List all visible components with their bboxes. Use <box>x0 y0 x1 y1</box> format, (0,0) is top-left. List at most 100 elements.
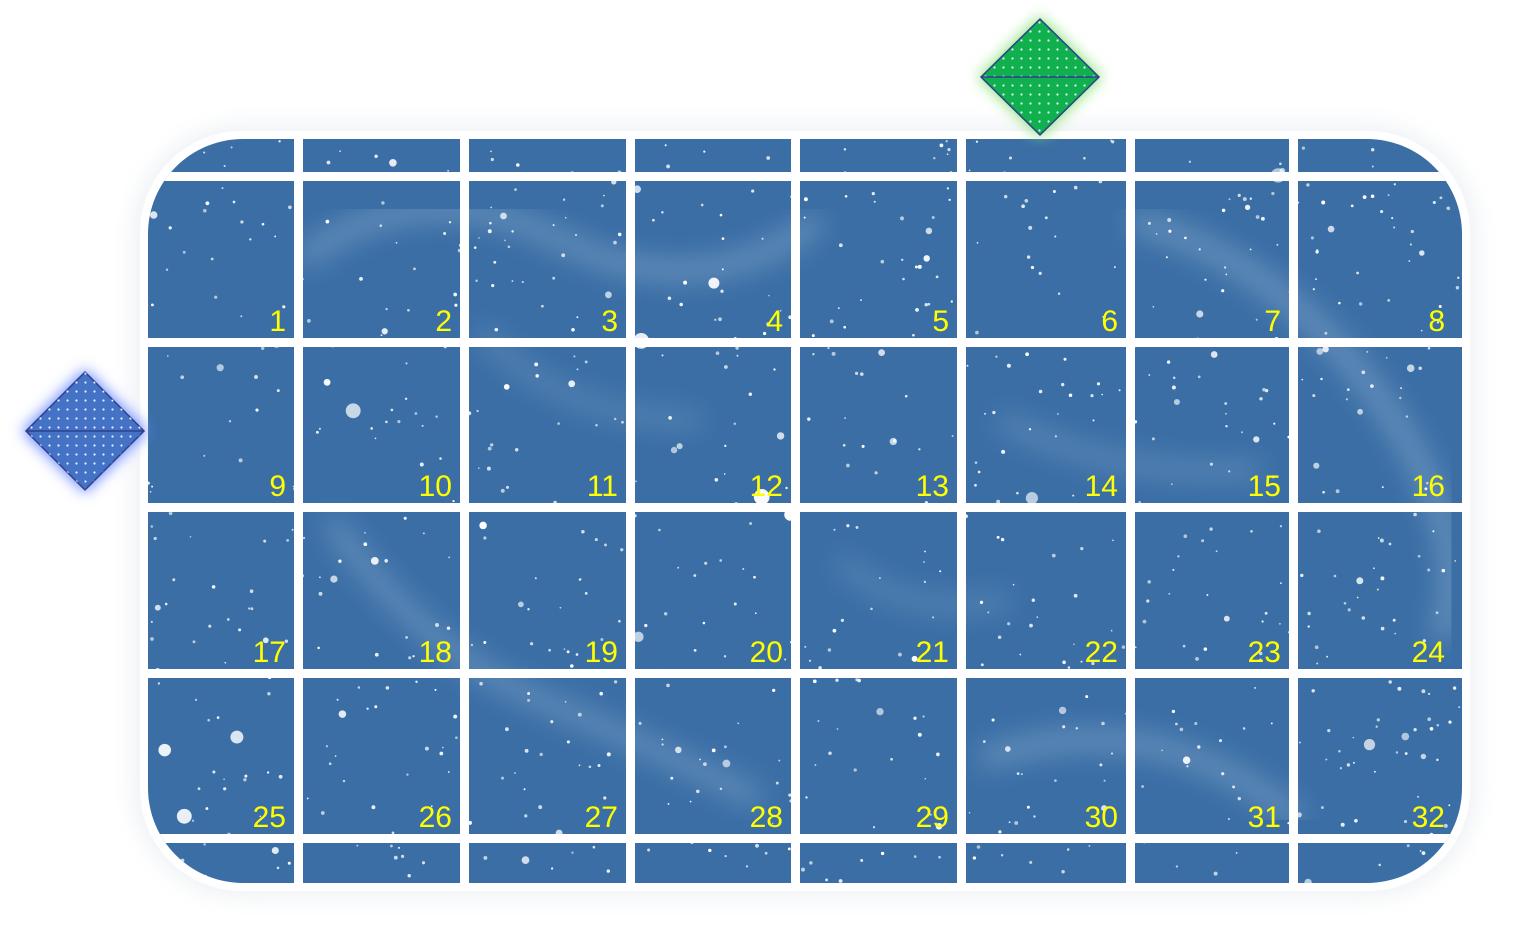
star <box>1271 191 1275 196</box>
star <box>853 768 857 772</box>
star <box>385 686 390 690</box>
star <box>761 237 764 240</box>
star <box>1001 449 1006 454</box>
star <box>1044 216 1048 220</box>
star <box>527 607 530 611</box>
star <box>878 577 881 580</box>
star <box>1452 686 1457 690</box>
star <box>490 443 494 447</box>
star <box>529 642 534 646</box>
star <box>890 757 893 761</box>
star <box>925 227 933 235</box>
star <box>238 628 242 632</box>
star <box>455 736 458 740</box>
star <box>385 307 388 311</box>
star <box>1298 741 1301 744</box>
star <box>1237 193 1241 197</box>
star <box>452 500 455 503</box>
star <box>448 221 452 224</box>
star <box>855 525 859 529</box>
star <box>764 851 768 855</box>
star <box>559 606 562 609</box>
star <box>1031 598 1035 602</box>
star <box>511 230 514 233</box>
star <box>243 778 247 782</box>
star <box>1317 529 1321 533</box>
star <box>719 213 723 217</box>
star <box>814 764 817 766</box>
star <box>576 316 579 319</box>
star <box>950 300 953 303</box>
star <box>714 318 717 322</box>
star <box>1387 299 1391 302</box>
star <box>1198 248 1201 251</box>
star <box>524 748 529 753</box>
star <box>663 612 668 616</box>
star <box>1346 763 1351 767</box>
star <box>150 303 154 307</box>
star <box>768 294 770 297</box>
star <box>720 289 724 293</box>
star <box>972 856 977 860</box>
star <box>670 446 678 454</box>
tile-label-23: 23 <box>1248 636 1281 669</box>
star <box>364 531 366 534</box>
star <box>766 322 770 326</box>
star <box>1347 608 1351 612</box>
star <box>832 628 837 633</box>
green-diamond-marker[interactable] <box>978 16 1102 138</box>
star <box>1083 156 1086 160</box>
star <box>487 229 492 234</box>
star <box>276 389 280 393</box>
star <box>276 866 280 870</box>
star <box>1380 626 1385 631</box>
star <box>721 268 724 271</box>
star <box>552 276 556 280</box>
tile-label-28: 28 <box>750 801 783 834</box>
star <box>192 640 196 644</box>
star <box>504 239 506 242</box>
star <box>302 536 306 540</box>
star <box>1066 848 1070 851</box>
star <box>216 716 220 719</box>
star <box>518 601 524 608</box>
star <box>635 480 637 483</box>
star <box>723 745 727 749</box>
star <box>453 292 458 297</box>
star <box>1446 206 1451 211</box>
grid-row-gap <box>148 338 1462 347</box>
star <box>1278 622 1281 625</box>
star <box>840 618 845 623</box>
star <box>1417 795 1420 798</box>
star <box>573 355 576 358</box>
tile-label-7: 7 <box>1264 305 1281 338</box>
star <box>401 854 405 858</box>
star <box>1343 601 1347 605</box>
star <box>203 208 207 213</box>
star <box>1177 555 1180 558</box>
star <box>1028 427 1032 431</box>
star <box>1223 266 1227 269</box>
star <box>1375 725 1378 728</box>
star <box>278 140 281 143</box>
star <box>1321 200 1326 205</box>
star <box>1339 767 1343 770</box>
star <box>385 420 388 424</box>
star <box>548 648 551 652</box>
blue-diamond-marker[interactable] <box>22 369 148 493</box>
star <box>1310 236 1314 240</box>
star <box>1196 310 1204 318</box>
star <box>807 417 811 421</box>
star <box>1028 225 1033 230</box>
star <box>228 419 232 423</box>
star <box>527 698 531 702</box>
star <box>1376 718 1380 722</box>
star <box>566 740 570 744</box>
star <box>880 259 885 264</box>
star <box>1007 622 1011 626</box>
star <box>1273 422 1276 425</box>
star <box>719 787 723 790</box>
star <box>1168 593 1171 595</box>
star <box>149 490 152 493</box>
star <box>370 427 374 430</box>
